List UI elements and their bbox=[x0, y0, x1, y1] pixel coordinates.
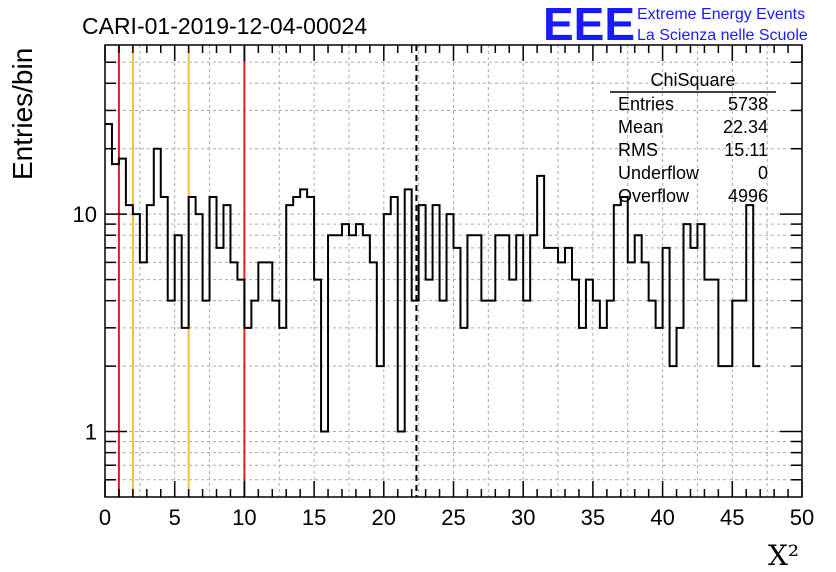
x-tick-label: 35 bbox=[581, 505, 605, 530]
stats-label: Overflow bbox=[618, 186, 690, 206]
x-tick-label: 10 bbox=[232, 505, 256, 530]
stats-label: RMS bbox=[618, 140, 658, 160]
stats-label: Underflow bbox=[618, 163, 700, 183]
x-tick-label: 50 bbox=[790, 505, 814, 530]
x-tick-label: 25 bbox=[441, 505, 465, 530]
logo-line-2: La Scienza nelle Scuole bbox=[637, 27, 808, 44]
eee-logo: EEE bbox=[543, 0, 635, 50]
x-tick-label: 5 bbox=[169, 505, 181, 530]
tick-labels: 0 5 10 15 20 25 30 35 40 45 50 1 10 bbox=[73, 202, 815, 530]
x-tick-label: 40 bbox=[650, 505, 674, 530]
stats-label: Mean bbox=[618, 117, 663, 137]
x-tick-label: 30 bbox=[511, 505, 535, 530]
chart-title: CARI-01-2019-12-04-00024 bbox=[82, 13, 367, 39]
vertical-lines bbox=[117, 45, 418, 497]
stats-rows: Entries 5738 Mean 22.34 RMS 15.11 Underflow 0 Ov… bbox=[618, 94, 768, 206]
stats-value: 5738 bbox=[728, 94, 768, 114]
histogram-series bbox=[105, 122, 761, 433]
stats-title: ChiSquare bbox=[650, 70, 735, 90]
stats-value: 0 bbox=[758, 163, 768, 183]
x-tick-label: 45 bbox=[720, 505, 744, 530]
stats-value: 4996 bbox=[728, 186, 768, 206]
x-tick-label: 0 bbox=[99, 505, 111, 530]
y-tick-label: 1 bbox=[85, 420, 97, 445]
x-axis-label: X² bbox=[768, 539, 799, 572]
stats-label: Entries bbox=[618, 94, 674, 114]
stats-value: 22.34 bbox=[723, 117, 768, 137]
stats-value: 15.11 bbox=[724, 140, 768, 160]
axis-ticks bbox=[104, 45, 803, 497]
x-tick-label: 20 bbox=[372, 505, 396, 530]
stats-box: ChiSquare Entries 5738 Mean 22.34 RMS 15.11 Un… bbox=[610, 70, 776, 206]
logo-line-1: Extreme Energy Events bbox=[637, 6, 805, 23]
y-axis-label: Entries/bin bbox=[7, 48, 38, 180]
y-tick-label: 10 bbox=[73, 202, 97, 227]
x-tick-label: 15 bbox=[302, 505, 326, 530]
